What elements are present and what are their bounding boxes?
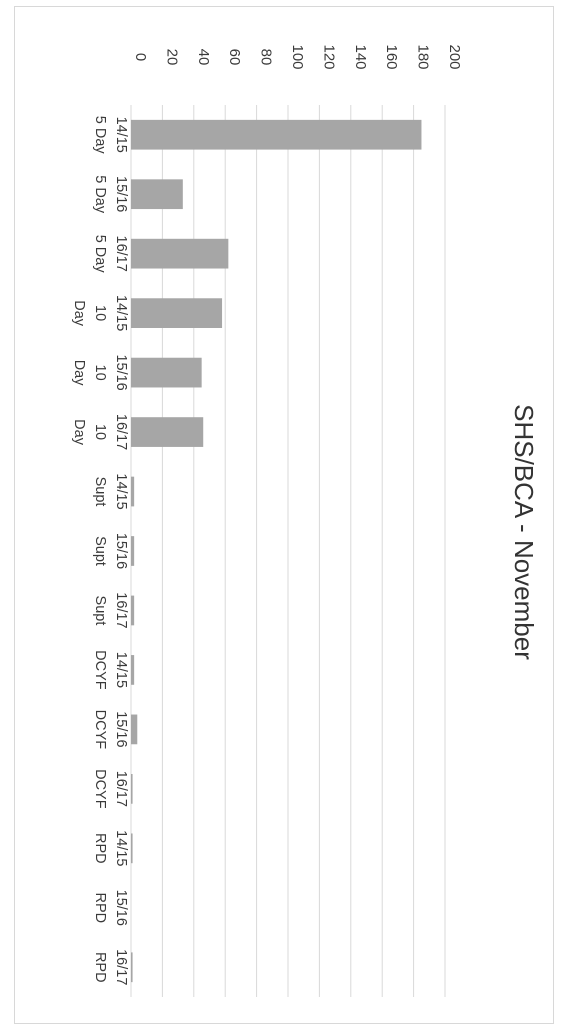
value-tick-label: 60 xyxy=(226,49,243,66)
category-label: 16/17 xyxy=(113,236,129,272)
category-label: 15/16 xyxy=(113,354,129,390)
chart-frame: 0 20 40 60 80 100 120 140 160 180 200 14/15 5 Day 15/… xyxy=(14,6,554,1024)
category-label: Day xyxy=(71,419,87,446)
bar xyxy=(131,119,422,150)
bar xyxy=(131,238,229,269)
category-label: 5 Day xyxy=(92,235,108,274)
category-label: RPD xyxy=(92,952,108,983)
category-label: RPD xyxy=(92,892,108,923)
category-label: 10 xyxy=(92,305,108,321)
category-label: DCYF xyxy=(92,769,108,809)
value-tick-label: 160 xyxy=(383,44,400,69)
category-label: Day xyxy=(71,360,87,387)
category-label: Supt xyxy=(92,477,108,507)
bar xyxy=(131,298,223,328)
chart-title: SHS/BCA - November xyxy=(509,404,539,660)
category-label: 15/16 xyxy=(113,533,129,569)
category-label: DCYF xyxy=(92,650,108,690)
category-label: 14/15 xyxy=(113,473,129,509)
value-tick-label: 40 xyxy=(195,49,212,66)
value-tick-label: 0 xyxy=(132,53,149,61)
category-label: 16/17 xyxy=(113,414,129,450)
category-label: 10 xyxy=(92,365,108,381)
bar xyxy=(131,714,138,745)
category-label: Supt xyxy=(92,536,108,566)
category-label: DCYF xyxy=(92,710,108,750)
category-label: 10 xyxy=(92,424,108,440)
category-label: Day xyxy=(71,300,87,327)
category-label: 15/16 xyxy=(113,890,129,926)
bar xyxy=(131,952,133,983)
value-tick-label: 80 xyxy=(258,49,275,66)
bar xyxy=(131,476,135,507)
category-label: 15/16 xyxy=(113,711,129,747)
bar xyxy=(131,179,183,210)
value-tick-label: 200 xyxy=(446,44,463,69)
bar xyxy=(131,357,202,388)
category-label: 14/15 xyxy=(113,117,129,153)
value-tick-label: 20 xyxy=(163,49,180,66)
bar xyxy=(131,833,133,864)
category-label: Supt xyxy=(92,596,108,626)
category-label: 5 Day xyxy=(92,175,108,214)
bar xyxy=(131,774,133,804)
category-label: 14/15 xyxy=(113,830,129,866)
value-tick-label: 120 xyxy=(320,44,337,69)
category-label: 14/15 xyxy=(113,295,129,331)
category-label: 16/17 xyxy=(113,592,129,628)
category-label: 14/15 xyxy=(113,652,129,688)
category-label: 15/16 xyxy=(113,176,129,212)
value-tick-label: 100 xyxy=(289,44,306,69)
category-label: 16/17 xyxy=(113,771,129,807)
bar xyxy=(131,655,135,685)
category-label: 5 Day xyxy=(92,116,108,155)
bar xyxy=(131,595,135,626)
bar xyxy=(131,417,204,447)
category-label: 16/17 xyxy=(113,949,129,985)
bar-chart: 0 20 40 60 80 100 120 140 160 180 200 14/15 5 Day 15/… xyxy=(71,44,539,997)
value-tick-label: 180 xyxy=(415,44,432,69)
value-tick-label: 140 xyxy=(352,44,369,69)
category-label: RPD xyxy=(92,833,108,864)
bar xyxy=(131,536,135,566)
